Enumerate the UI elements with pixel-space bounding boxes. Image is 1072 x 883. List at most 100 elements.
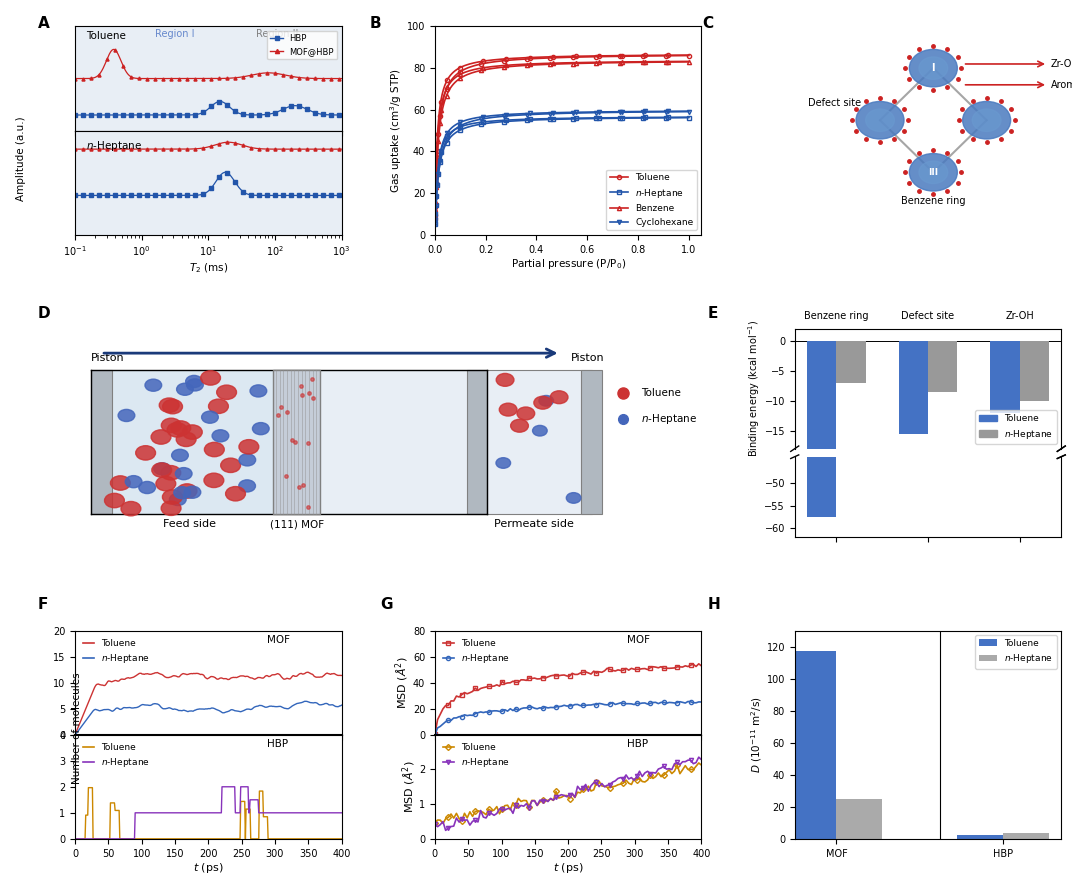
Bar <box>1019 260 1049 306</box>
Cyclohexane <box>615 106 628 117</box>
Bar <box>807 341 836 686</box>
Text: C: C <box>702 16 713 31</box>
Line: Benzene: Benzene <box>433 59 690 220</box>
Cyclohexane <box>519 109 532 119</box>
$n$-Heptane <box>519 114 532 125</box>
Cyclohexane <box>429 219 442 230</box>
Bar <box>836 260 865 292</box>
Toluene <box>519 52 532 63</box>
Y-axis label: Binding energy (kcal mol$^{-1}$): Binding energy (kcal mol$^{-1}$) <box>746 320 762 457</box>
Benzene <box>615 57 628 67</box>
Circle shape <box>105 494 124 508</box>
Circle shape <box>163 399 182 414</box>
Circle shape <box>182 425 203 439</box>
Circle shape <box>865 109 894 132</box>
Circle shape <box>972 109 1001 132</box>
Cyclohexane <box>437 136 450 147</box>
Toluene <box>437 85 450 95</box>
Bar <box>991 341 1019 412</box>
Text: Toluene: Toluene <box>641 388 682 398</box>
Bar <box>1003 834 1048 839</box>
Bar <box>790 652 836 839</box>
Toluene <box>429 210 442 221</box>
Legend: Toluene, $n$-Heptane: Toluene, $n$-Heptane <box>976 411 1057 444</box>
Text: MOF: MOF <box>267 635 289 645</box>
Bar <box>321 370 466 514</box>
Bar <box>928 260 957 298</box>
Circle shape <box>239 479 255 492</box>
Toluene <box>553 51 566 62</box>
X-axis label: $t$ (ps): $t$ (ps) <box>553 861 583 875</box>
Text: F: F <box>38 597 48 612</box>
Circle shape <box>200 371 221 385</box>
Circle shape <box>118 410 135 421</box>
Circle shape <box>510 419 528 432</box>
Circle shape <box>205 442 224 457</box>
Circle shape <box>177 383 193 396</box>
Benzene <box>432 130 445 140</box>
Circle shape <box>496 457 510 468</box>
X-axis label: $t$ (ps): $t$ (ps) <box>193 861 224 875</box>
Text: H: H <box>708 597 720 612</box>
Benzene <box>519 59 532 70</box>
Circle shape <box>110 476 131 490</box>
Bar <box>466 370 488 514</box>
Circle shape <box>204 473 224 487</box>
Text: Aromatic: Aromatic <box>1051 79 1072 90</box>
Circle shape <box>136 446 155 460</box>
Y-axis label: $D$ (10$^{-11}$ m$^2$/s): $D$ (10$^{-11}$ m$^2$/s) <box>749 697 763 773</box>
Circle shape <box>539 396 553 406</box>
Circle shape <box>534 396 552 409</box>
Legend: Toluene, $n$-Heptane: Toluene, $n$-Heptane <box>79 739 153 773</box>
Cyclohexane <box>682 106 695 117</box>
Circle shape <box>212 430 228 442</box>
Text: Region I: Region I <box>155 29 194 39</box>
Bar <box>991 260 1019 314</box>
Circle shape <box>217 385 237 399</box>
Text: Piston: Piston <box>91 352 124 363</box>
Legend: Toluene, $n$-Heptane: Toluene, $n$-Heptane <box>440 739 513 773</box>
Text: $n$-Heptane: $n$-Heptane <box>641 412 698 426</box>
Y-axis label: MSD ($\AA^2$): MSD ($\AA^2$) <box>400 760 417 813</box>
Text: A: A <box>38 16 49 31</box>
Circle shape <box>161 465 181 480</box>
Text: E: E <box>708 306 718 321</box>
Benzene <box>682 57 695 67</box>
Bar <box>928 341 957 392</box>
$n$-Heptane <box>615 112 628 123</box>
Text: MOF: MOF <box>627 635 650 645</box>
Toluene <box>664 49 676 60</box>
Circle shape <box>153 463 170 475</box>
Text: Zr-OH: Zr-OH <box>1006 311 1034 321</box>
Circle shape <box>496 374 513 386</box>
Circle shape <box>185 375 203 388</box>
Bar <box>807 260 836 517</box>
Bar <box>836 341 865 382</box>
Circle shape <box>169 494 187 505</box>
Circle shape <box>187 379 204 391</box>
Circle shape <box>174 487 191 499</box>
Circle shape <box>155 477 176 491</box>
Y-axis label: MSD ($\AA^2$): MSD ($\AA^2$) <box>394 656 412 709</box>
Bar <box>488 370 592 514</box>
$n$-Heptane <box>664 112 676 123</box>
Toluene <box>682 49 695 60</box>
Bar <box>957 834 1003 839</box>
Legend: Toluene, $n$-Heptane, Benzene, Cyclohexane: Toluene, $n$-Heptane, Benzene, Cyclohexa… <box>606 170 697 230</box>
Circle shape <box>500 404 517 416</box>
Circle shape <box>163 490 182 504</box>
$n$-Heptane <box>437 138 450 148</box>
Text: HBP: HBP <box>267 739 288 749</box>
Text: Toluene: Toluene <box>86 31 125 41</box>
$n$-Heptane <box>682 112 695 123</box>
Circle shape <box>138 481 155 494</box>
Text: I: I <box>932 64 935 73</box>
Legend: HBP, MOF@HBP: HBP, MOF@HBP <box>267 31 338 59</box>
Bar <box>273 370 321 514</box>
Circle shape <box>517 407 535 420</box>
X-axis label: Partial pressure (P/P$_0$): Partial pressure (P/P$_0$) <box>510 257 626 271</box>
Cyclohexane <box>432 164 445 175</box>
Circle shape <box>184 487 200 498</box>
Text: G: G <box>381 597 393 612</box>
Toluene <box>615 50 628 61</box>
